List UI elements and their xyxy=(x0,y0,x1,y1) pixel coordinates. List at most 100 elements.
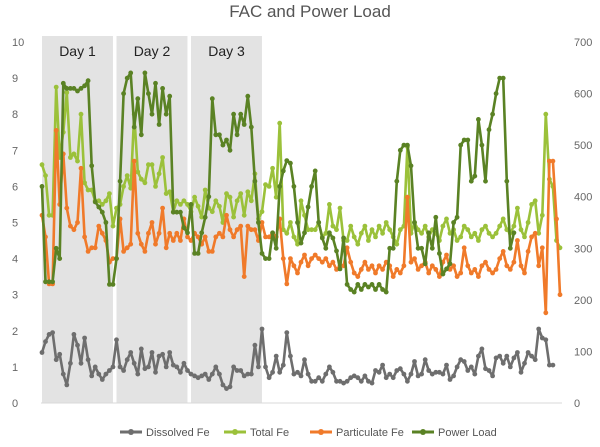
data-point-dissolved-fe xyxy=(465,368,471,373)
left-tick-label: 4 xyxy=(12,254,18,266)
data-point-total-fe xyxy=(263,182,268,188)
legend-label: Total Fe xyxy=(250,427,289,439)
data-point-particulate-fe xyxy=(213,234,219,240)
data-point-dissolved-fe xyxy=(50,330,55,335)
data-point-particulate-fe xyxy=(185,234,190,240)
data-point-total-fe xyxy=(525,220,531,225)
data-point-particulate-fe xyxy=(227,227,233,233)
data-point-particulate-fe xyxy=(497,256,503,261)
data-point-power-load xyxy=(305,204,311,210)
data-point-dissolved-fe xyxy=(550,362,556,368)
data-point-total-fe xyxy=(539,212,545,218)
data-point-total-fe xyxy=(181,198,187,204)
data-point-total-fe xyxy=(440,223,446,229)
data-point-dissolved-fe xyxy=(355,375,361,381)
data-point-dissolved-fe xyxy=(298,373,304,379)
data-point-power-load xyxy=(440,271,446,277)
data-point-dissolved-fe xyxy=(270,369,275,375)
data-point-total-fe xyxy=(483,223,488,229)
data-point-total-fe xyxy=(493,230,499,236)
data-point-total-fe xyxy=(305,227,311,233)
day-band-label: Day 2 xyxy=(134,43,171,59)
data-point-dissolved-fe xyxy=(380,362,385,368)
data-point-particulate-fe xyxy=(248,227,254,233)
data-point-particulate-fe xyxy=(380,267,385,272)
data-point-dissolved-fe xyxy=(238,368,244,373)
data-point-particulate-fe xyxy=(472,267,478,272)
data-point-total-fe xyxy=(373,234,378,240)
data-point-dissolved-fe xyxy=(476,353,481,359)
data-point-dissolved-fe xyxy=(426,368,432,373)
data-point-particulate-fe xyxy=(64,205,70,211)
data-point-dissolved-fe xyxy=(408,371,414,377)
series-dissolved-fe xyxy=(39,326,556,391)
data-point-power-load xyxy=(178,209,183,215)
data-point-power-load xyxy=(433,214,439,220)
data-point-particulate-fe xyxy=(429,263,435,269)
legend-item-dissolved-fe: Dissolved Fe xyxy=(120,427,210,439)
data-point-dissolved-fe xyxy=(209,371,215,377)
series-total-fe xyxy=(39,84,563,251)
data-point-particulate-fe xyxy=(146,230,151,236)
data-point-dissolved-fe xyxy=(419,371,424,377)
data-point-power-load xyxy=(284,158,290,164)
data-point-dissolved-fe xyxy=(518,369,524,375)
data-point-power-load xyxy=(408,163,414,169)
data-point-power-load xyxy=(341,235,346,241)
data-point-total-fe xyxy=(490,234,495,240)
data-point-dissolved-fe xyxy=(68,360,73,366)
series-lines xyxy=(39,70,563,391)
data-point-total-fe xyxy=(298,198,304,204)
data-point-total-fe xyxy=(103,198,109,204)
data-point-particulate-fe xyxy=(174,230,180,236)
data-point-dissolved-fe xyxy=(256,364,261,370)
data-point-total-fe xyxy=(202,187,208,193)
data-point-particulate-fe xyxy=(447,267,453,272)
data-point-power-load xyxy=(64,86,70,91)
data-point-power-load xyxy=(266,256,272,261)
data-point-particulate-fe xyxy=(153,241,158,247)
left-tick-label: 0 xyxy=(12,398,18,410)
data-point-particulate-fe xyxy=(295,270,300,276)
data-point-power-load xyxy=(500,75,506,81)
data-point-power-load xyxy=(156,122,162,127)
data-point-power-load xyxy=(57,256,63,261)
left-tick-label: 6 xyxy=(12,181,18,193)
data-point-particulate-fe xyxy=(476,274,481,279)
data-point-particulate-fe xyxy=(209,249,215,254)
data-point-total-fe xyxy=(444,216,449,222)
data-point-total-fe xyxy=(351,234,357,240)
data-point-particulate-fe xyxy=(369,263,375,269)
left-tick-label: 9 xyxy=(12,73,18,85)
data-point-dissolved-fe xyxy=(532,357,538,363)
data-point-power-load xyxy=(227,147,233,153)
data-point-power-load xyxy=(355,282,361,287)
data-point-total-fe xyxy=(288,220,293,225)
data-point-total-fe xyxy=(366,238,371,243)
data-point-dissolved-fe xyxy=(117,364,123,370)
data-point-dissolved-fe xyxy=(351,373,357,379)
legend: Dissolved Fe Total Fe Particulate Fe Power … xyxy=(120,427,497,439)
data-point-power-load xyxy=(192,251,198,256)
data-point-particulate-fe xyxy=(99,230,105,236)
data-point-particulate-fe xyxy=(316,256,322,261)
data-point-total-fe xyxy=(465,227,471,233)
data-point-particulate-fe xyxy=(85,249,91,254)
data-point-power-load xyxy=(202,214,208,220)
data-point-power-load xyxy=(295,220,300,225)
data-point-dissolved-fe xyxy=(547,362,552,368)
data-point-power-load xyxy=(146,91,151,96)
data-point-power-load xyxy=(483,178,488,184)
data-point-power-load xyxy=(78,86,84,91)
data-point-total-fe xyxy=(199,214,205,220)
data-point-total-fe xyxy=(397,227,403,233)
data-point-particulate-fe xyxy=(437,274,442,279)
data-point-particulate-fe xyxy=(89,245,95,251)
data-point-total-fe xyxy=(146,162,151,168)
data-point-dissolved-fe xyxy=(131,360,137,366)
data-point-total-fe xyxy=(383,220,389,225)
data-point-total-fe xyxy=(245,189,251,195)
data-point-power-load xyxy=(387,245,393,251)
data-point-power-load xyxy=(316,220,322,225)
